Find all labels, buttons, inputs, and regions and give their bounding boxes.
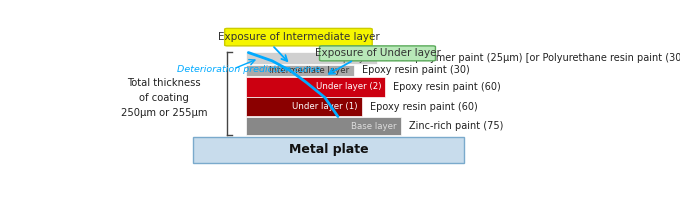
Bar (193, 137, 464, 163)
Bar (245, 65, 354, 76)
Text: Zinc-rich paint (75): Zinc-rich paint (75) (409, 121, 503, 131)
Bar (245, 77, 386, 97)
FancyBboxPatch shape (224, 29, 372, 46)
Bar (245, 97, 362, 116)
Text: Fluoropolymer paint (25μm) [or Polyurethane resin paint (30) ]: Fluoropolymer paint (25μm) [or Polyureth… (386, 53, 680, 63)
Text: Under layer (2): Under layer (2) (316, 82, 381, 91)
Text: Epoxy resin paint (60): Epoxy resin paint (60) (370, 102, 477, 112)
Bar (245, 52, 377, 64)
Text: Intermediate layer: Intermediate layer (269, 66, 350, 75)
Text: Epoxy resin paint (60): Epoxy resin paint (60) (393, 82, 501, 92)
Text: Exposure of Under layer: Exposure of Under layer (315, 48, 441, 58)
Text: Deterioration prediction curve: Deterioration prediction curve (177, 65, 321, 74)
Text: Base layer: Base layer (352, 122, 397, 131)
Text: Under layer (1): Under layer (1) (292, 102, 358, 111)
FancyBboxPatch shape (320, 46, 435, 61)
Text: Metal plate: Metal plate (289, 143, 369, 156)
Text: Exposure of Intermediate layer: Exposure of Intermediate layer (218, 32, 379, 42)
Text: Top layer: Top layer (335, 54, 373, 63)
Text: Total thickness
of coating
250μm or 255μm: Total thickness of coating 250μm or 255μ… (121, 78, 207, 118)
Bar (245, 117, 401, 135)
Text: Epoxy resin paint (30): Epoxy resin paint (30) (362, 65, 469, 76)
